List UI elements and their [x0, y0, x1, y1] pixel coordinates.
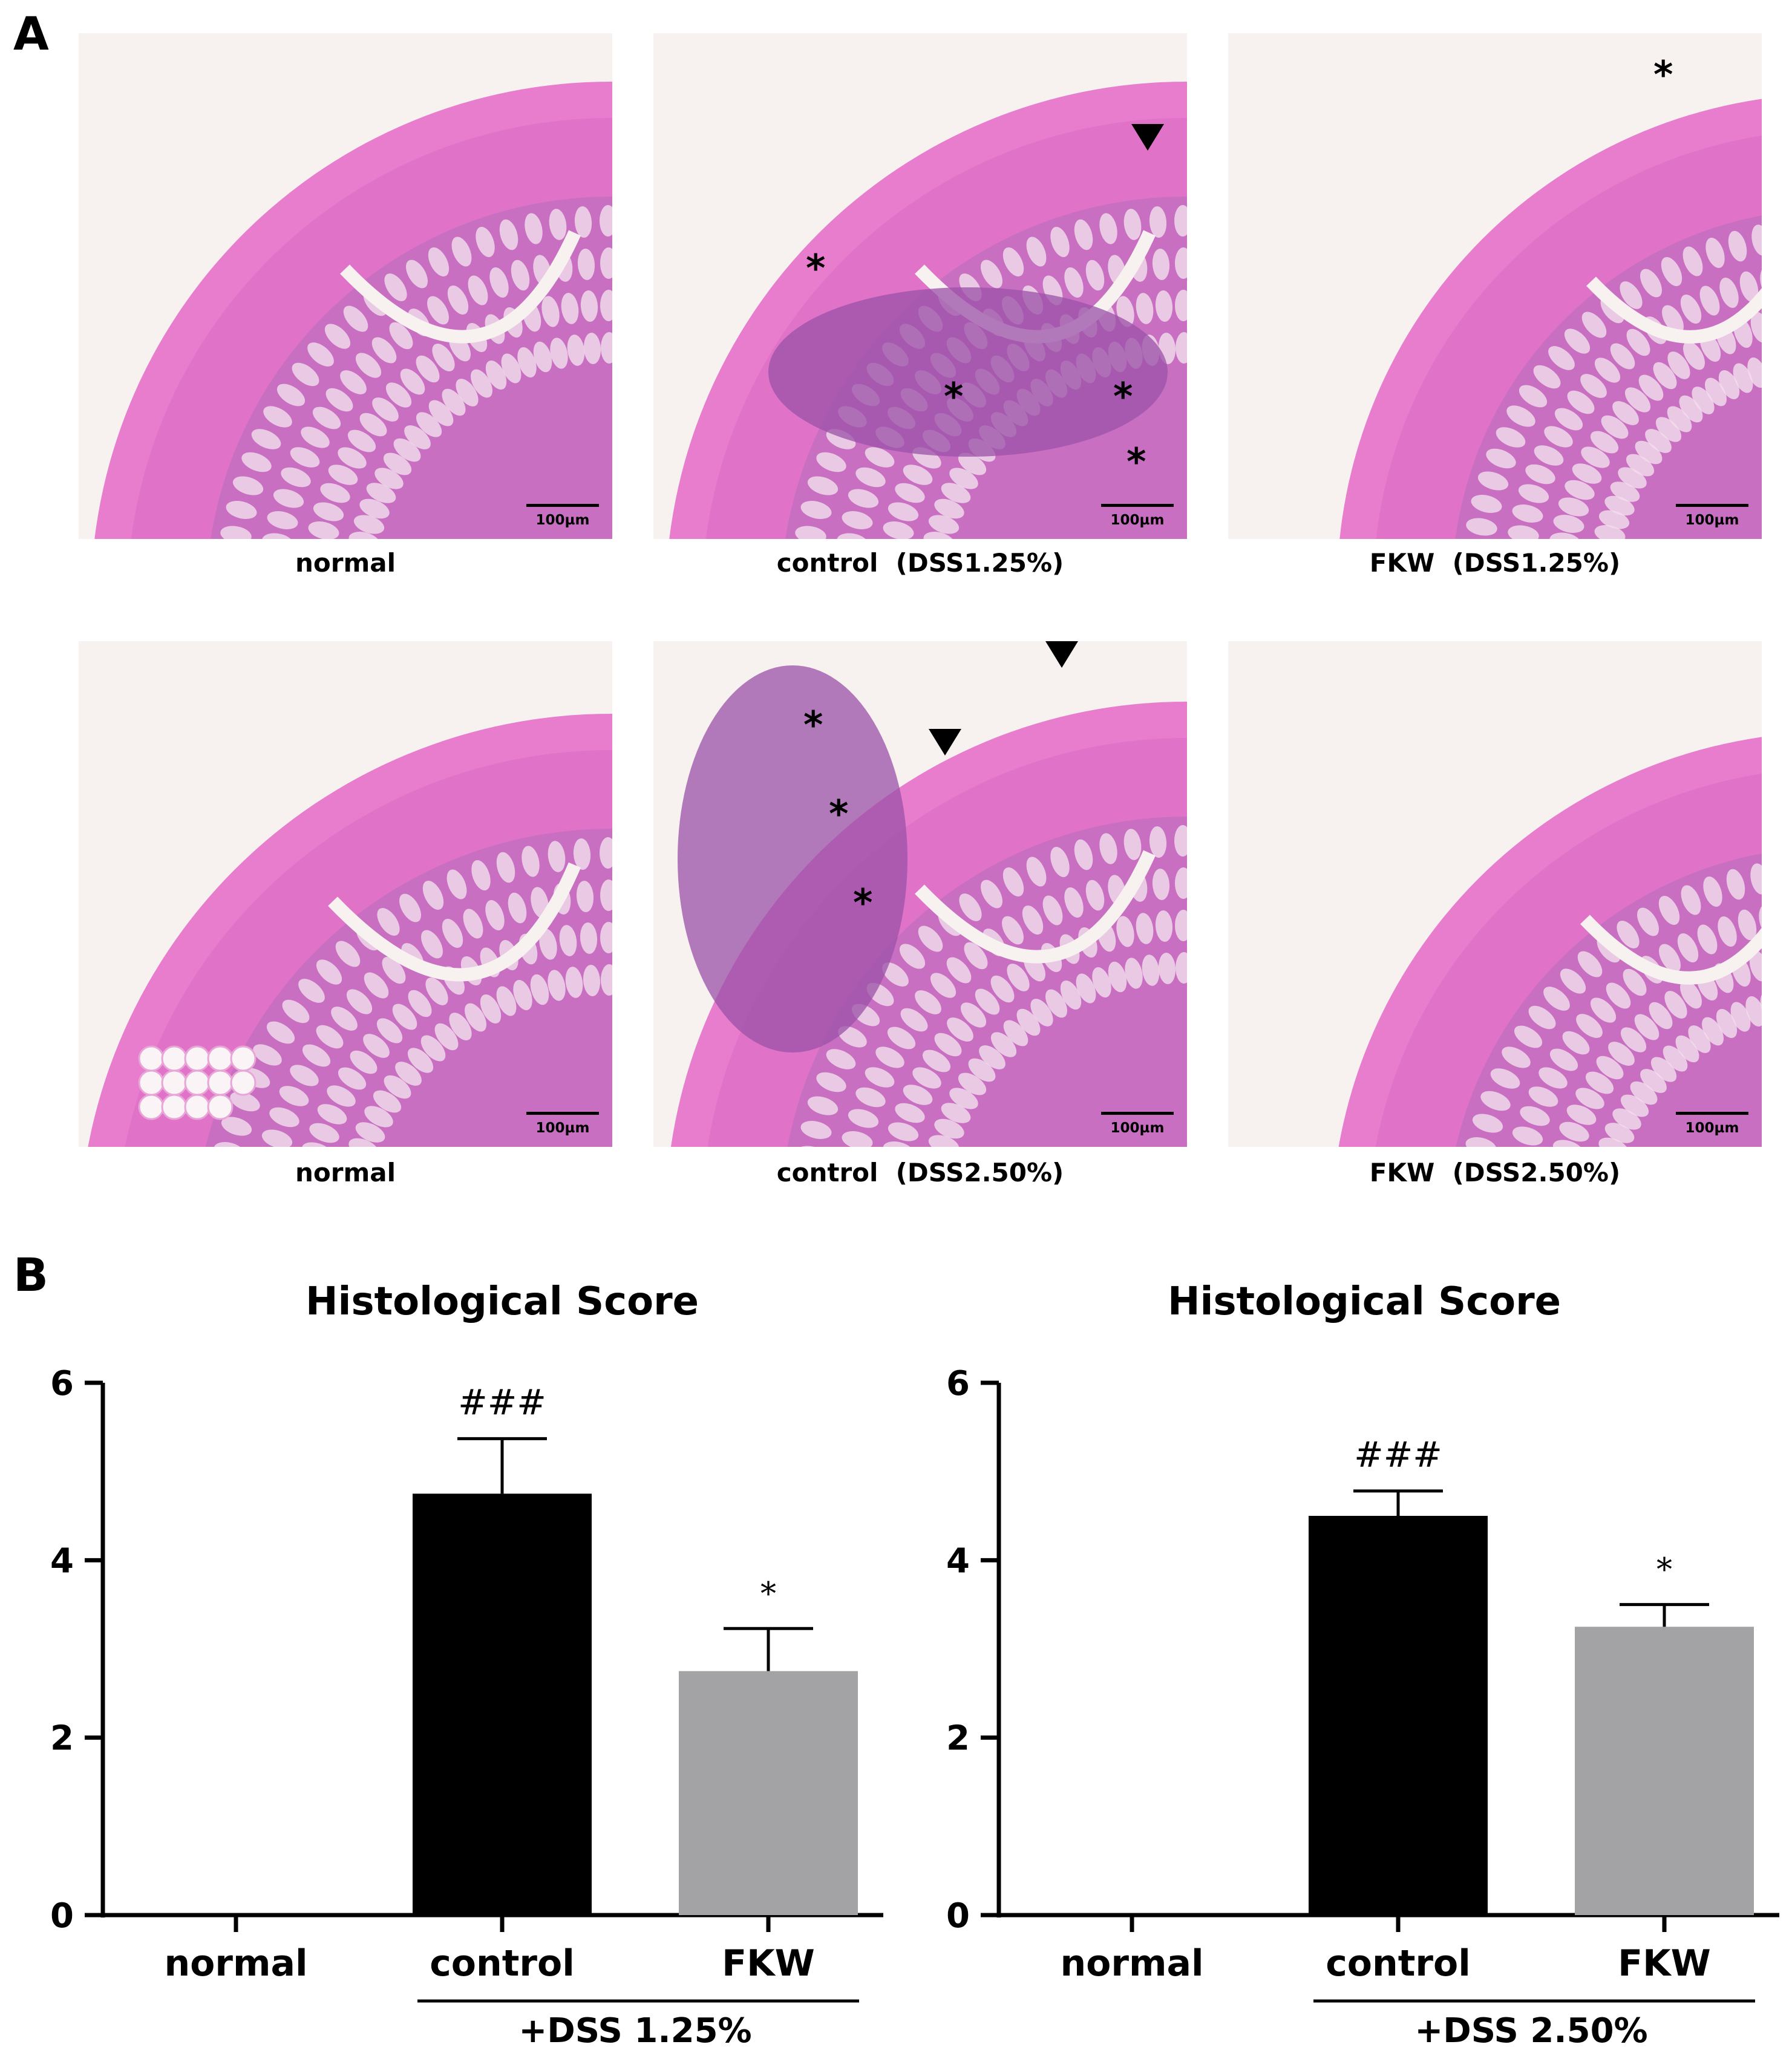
- chart-2: 0 2 4 6 normal ### control * FKW +DSS 2.50%: [946, 1364, 1779, 2051]
- bar-control: [1309, 1516, 1488, 1915]
- panel-letter-a: A: [13, 7, 49, 60]
- tissue-section: [653, 33, 1187, 539]
- scale-bar-line: [1676, 504, 1748, 507]
- inflammation-marker-star: *: [1127, 440, 1146, 484]
- erosion-marker-arrowhead: [1045, 641, 1078, 668]
- y-tick-label: 4: [50, 1541, 74, 1581]
- inflammation-marker-star: *: [806, 246, 826, 290]
- scale-bar: 100µm: [1676, 504, 1748, 534]
- inflammation-marker-star: *: [803, 703, 823, 747]
- scale-bar-label: 100µm: [535, 1120, 590, 1136]
- erosion-marker-arrowhead: [929, 729, 961, 756]
- x-tick-label-normal: normal: [1060, 1942, 1203, 1985]
- y-tick-label: 2: [946, 1719, 970, 1758]
- scale-bar-line: [1676, 1112, 1748, 1115]
- scale-bar: 100µm: [526, 1112, 599, 1142]
- tissue-section: [79, 641, 612, 1147]
- scale-bar-line: [1101, 1112, 1174, 1115]
- scale-bar-line: [526, 504, 599, 507]
- significance-label: ###: [458, 1382, 546, 1423]
- bar-FKW: [679, 1671, 858, 1915]
- significance-label: ###: [1354, 1434, 1442, 1475]
- panel-letter-b: B: [13, 1248, 48, 1302]
- scale-bar-line: [1101, 504, 1174, 507]
- image-caption: FKW (DSS2.50%): [1369, 1158, 1621, 1187]
- y-tick-label: 0: [946, 1896, 970, 1936]
- scale-bar-label: 100µm: [1110, 1120, 1165, 1136]
- scale-bar: 100µm: [1676, 1112, 1748, 1142]
- x-tick-label-normal: normal: [164, 1942, 307, 1985]
- scale-bar-label: 100µm: [535, 512, 590, 528]
- bar-control: [413, 1493, 592, 1915]
- tissue-section: [1228, 641, 1762, 1147]
- significance-label: *: [760, 1576, 776, 1612]
- histology-image-6: 100µm: [1228, 641, 1762, 1147]
- scale-bar: 100µm: [1101, 1112, 1174, 1142]
- histology-image-4: 100µm: [79, 641, 612, 1147]
- chart-2-title: Histological Score: [1167, 1279, 1561, 1324]
- image-caption: control (DSS1.25%): [776, 548, 1064, 578]
- image-caption: control (DSS2.50%): [776, 1158, 1064, 1187]
- scale-bar-label: 100µm: [1685, 1120, 1739, 1136]
- histology-image-5: * * * 100µm: [653, 641, 1187, 1147]
- image-caption: FKW (DSS1.25%): [1369, 548, 1621, 578]
- x-tick-label-FKW: FKW: [722, 1942, 815, 1985]
- scale-bar-label: 100µm: [1110, 512, 1165, 528]
- histology-image-3: * 100µm: [1228, 33, 1762, 539]
- inflammation-marker-star: *: [1653, 53, 1673, 97]
- y-tick-label: 6: [946, 1364, 970, 1403]
- tissue-section: [653, 641, 1187, 1147]
- scale-bar-line: [526, 1112, 599, 1115]
- scale-bar: 100µm: [526, 504, 599, 534]
- image-caption: normal: [295, 1158, 396, 1187]
- tissue-section: [1228, 33, 1762, 539]
- tissue-section: [79, 33, 612, 539]
- scale-bar: 100µm: [1101, 504, 1174, 534]
- x-tick-label-FKW: FKW: [1618, 1942, 1711, 1985]
- chart-1: 0 2 4 6 normal ### control * FKW +DSS 1.25%: [50, 1364, 883, 2051]
- inflammation-marker-star: *: [829, 792, 849, 836]
- y-tick-label: 4: [946, 1541, 970, 1581]
- group-label: +DSS 1.25%: [518, 2011, 751, 2051]
- y-tick-label: 0: [50, 1896, 74, 1936]
- inflammation-marker-star: *: [853, 881, 873, 925]
- scale-bar-label: 100µm: [1685, 512, 1739, 528]
- image-caption: normal: [295, 548, 396, 578]
- significance-label: *: [1656, 1552, 1672, 1588]
- x-tick-label-control: control: [1326, 1942, 1471, 1985]
- erosion-marker-arrowhead: [1131, 124, 1164, 151]
- y-tick-label: 6: [50, 1364, 74, 1403]
- chart-1-title: Histological Score: [305, 1279, 699, 1324]
- inflammation-marker-star: *: [944, 374, 964, 419]
- histology-image-2: * * * * 100µm: [653, 33, 1187, 539]
- y-tick-label: 2: [50, 1719, 74, 1758]
- histology-image-1: 100µm: [79, 33, 612, 539]
- inflammation-marker-star: *: [1113, 374, 1133, 419]
- group-label: +DSS 2.50%: [1414, 2011, 1647, 2051]
- x-tick-label-control: control: [430, 1942, 575, 1985]
- bar-FKW: [1575, 1627, 1754, 1915]
